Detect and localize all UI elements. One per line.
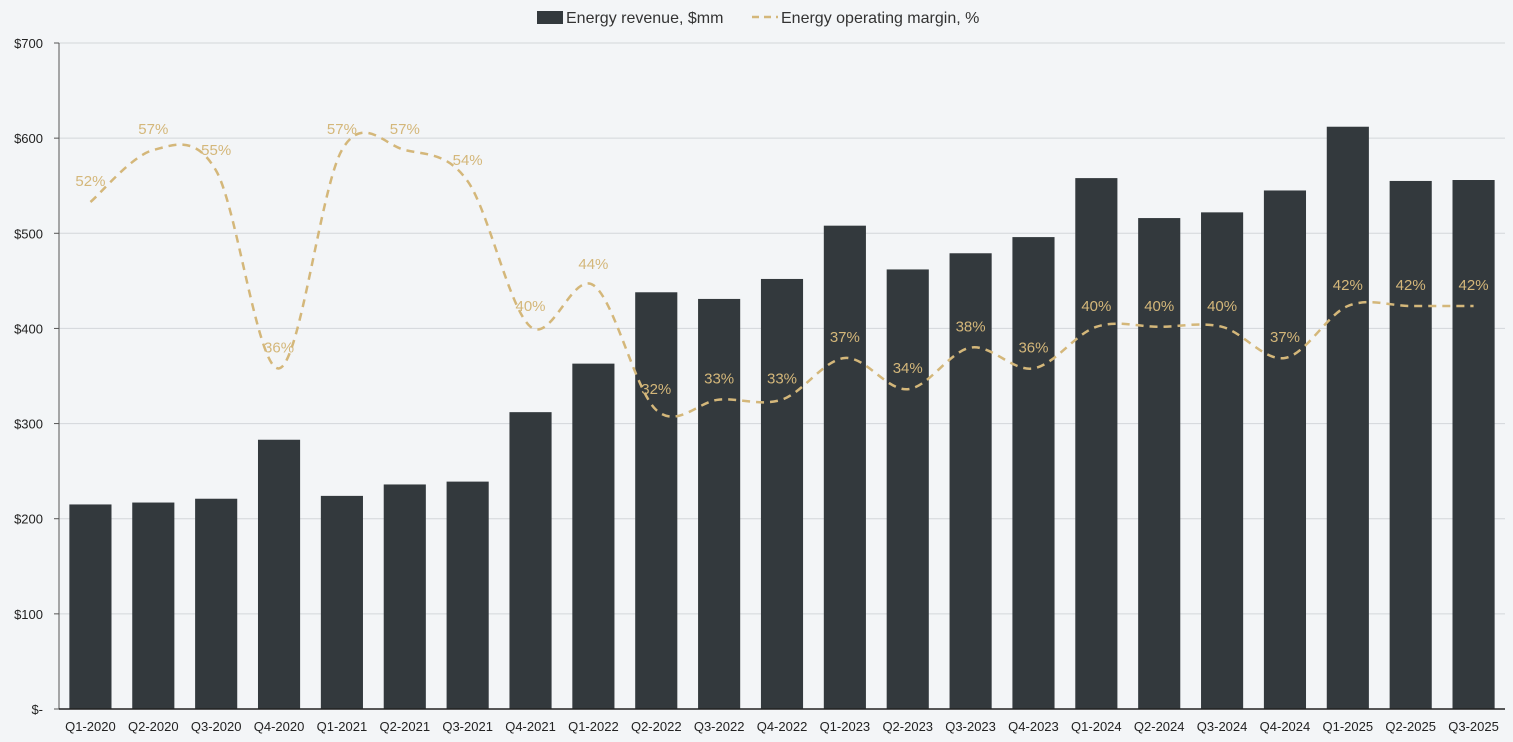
x-tick-label: Q3-2024: [1197, 719, 1248, 734]
x-tick-label: Q2-2021: [379, 719, 430, 734]
bar: [384, 484, 426, 709]
bars: [69, 127, 1494, 709]
legend: Energy revenue, $mm Energy operating mar…: [537, 10, 979, 27]
margin-data-label: 40%: [1144, 298, 1174, 315]
x-tick-label: Q3-2021: [442, 719, 493, 734]
margin-data-label: 57%: [390, 121, 420, 138]
x-tick-label: Q4-2022: [757, 719, 808, 734]
x-tick-label: Q1-2025: [1323, 719, 1374, 734]
bar: [1138, 218, 1180, 709]
x-tick-label: Q2-2023: [882, 719, 933, 734]
bar: [1201, 212, 1243, 709]
legend-bar-swatch: [537, 11, 563, 24]
y-tick-label: $-: [31, 702, 43, 717]
x-tick-label: Q3-2023: [945, 719, 996, 734]
margin-data-label: 52%: [75, 173, 105, 190]
margin-data-label: 36%: [264, 339, 294, 356]
chart-container: Energy revenue, $mm Energy operating mar…: [0, 0, 1513, 742]
margin-data-label: 54%: [453, 152, 483, 169]
bar: [1075, 178, 1117, 709]
margin-data-label: 37%: [830, 329, 860, 346]
x-tick-label: Q1-2023: [820, 719, 871, 734]
margin-data-label: 55%: [201, 142, 231, 159]
bar: [698, 299, 740, 709]
margin-data-label: 57%: [327, 121, 357, 138]
x-axis: Q1-2020 Q2-2020 Q3-2020 Q4-2020 Q1-2021 Q2-20…: [59, 709, 1505, 734]
bar: [635, 292, 677, 709]
x-tick-label: Q1-2021: [317, 719, 368, 734]
bar: [1327, 127, 1369, 709]
margin-data-label: 37%: [1270, 329, 1300, 346]
legend-bar-label: Energy revenue, $mm: [566, 10, 723, 27]
margin-data-label: 32%: [641, 381, 671, 398]
bar: [761, 279, 803, 709]
bar: [447, 482, 489, 709]
y-tick-label: $100: [14, 607, 43, 622]
combo-chart: Energy revenue, $mm Energy operating mar…: [0, 0, 1513, 742]
bar: [69, 504, 111, 709]
margin-data-label: 36%: [1018, 339, 1048, 356]
y-tick-label: $300: [14, 417, 43, 432]
x-tick-label: Q1-2020: [65, 719, 116, 734]
margin-data-label: 40%: [1081, 298, 1111, 315]
margin-data-label: 33%: [767, 371, 797, 388]
y-tick-label: $700: [14, 36, 43, 51]
bar: [195, 499, 237, 709]
bar: [887, 269, 929, 709]
margin-data-label: 42%: [1396, 277, 1426, 294]
bar: [1264, 190, 1306, 709]
x-tick-label: Q2-2022: [631, 719, 682, 734]
bar: [572, 364, 614, 709]
margin-data-label: 42%: [1333, 277, 1363, 294]
bar: [132, 503, 174, 709]
y-tick-label: $200: [14, 512, 43, 527]
margin-data-label: 44%: [578, 256, 608, 273]
x-tick-label: Q1-2024: [1071, 719, 1122, 734]
bar: [1012, 237, 1054, 709]
x-tick-label: Q3-2020: [191, 719, 242, 734]
legend-line-label: Energy operating margin, %: [781, 10, 979, 27]
x-tick-label: Q4-2024: [1260, 719, 1311, 734]
x-tick-label: Q4-2023: [1008, 719, 1059, 734]
x-tick-label: Q4-2020: [254, 719, 305, 734]
margin-data-label: 40%: [516, 298, 546, 315]
x-tick-label: Q3-2025: [1448, 719, 1499, 734]
x-tick-label: Q4-2021: [505, 719, 556, 734]
bar: [509, 412, 551, 709]
margin-data-label: 42%: [1459, 277, 1489, 294]
x-tick-label: Q2-2020: [128, 719, 179, 734]
margin-data-label: 33%: [704, 371, 734, 388]
margin-data-label: 38%: [956, 319, 986, 336]
bar: [1390, 181, 1432, 709]
x-tick-label: Q2-2024: [1134, 719, 1185, 734]
x-tick-label: Q3-2022: [694, 719, 745, 734]
y-tick-label: $400: [14, 321, 43, 336]
margin-data-label: 40%: [1207, 298, 1237, 315]
x-tick-label: Q2-2025: [1385, 719, 1436, 734]
y-axis: $- $100 $200 $300 $400 $500 $600 $700: [14, 36, 59, 717]
y-tick-label: $600: [14, 131, 43, 146]
margin-data-label: 57%: [138, 121, 168, 138]
margin-data-label: 34%: [893, 360, 923, 377]
x-tick-label: Q1-2022: [568, 719, 619, 734]
bar: [258, 440, 300, 709]
bar: [824, 226, 866, 709]
y-tick-label: $500: [14, 226, 43, 241]
bar: [321, 496, 363, 709]
bar: [1453, 180, 1495, 709]
